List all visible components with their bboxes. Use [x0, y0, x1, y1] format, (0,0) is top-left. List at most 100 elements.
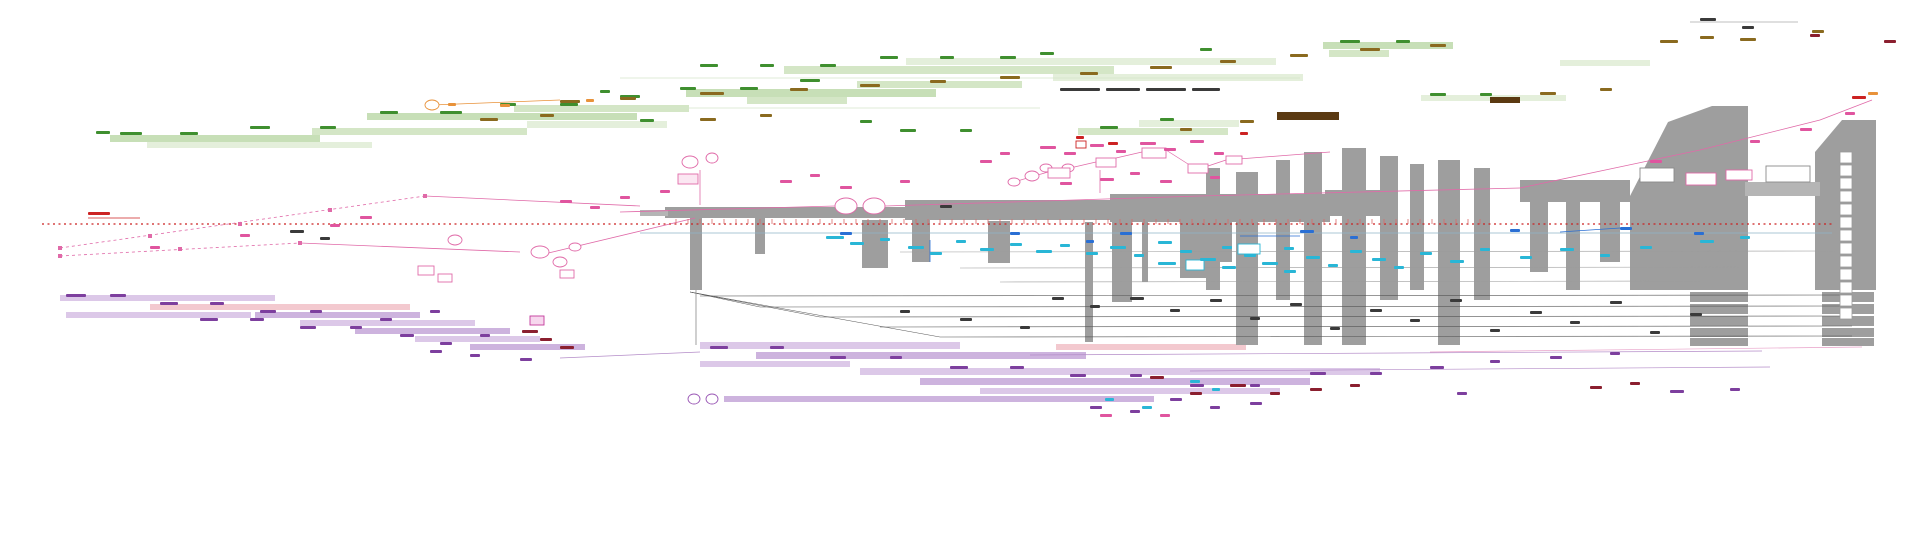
text-mark-o [1290, 54, 1308, 57]
node-box [1225, 155, 1243, 165]
node-box [1237, 243, 1261, 255]
text-mark-c [1640, 246, 1652, 249]
text-mark-g [700, 64, 718, 67]
text-mark-u [1190, 384, 1204, 387]
text-mark-o [790, 88, 808, 91]
text-mark-u [1090, 406, 1102, 409]
text-mark-c [956, 240, 966, 243]
side-stack-box-1[interactable] [1839, 164, 1853, 177]
connector-line [1519, 149, 1701, 189]
text-mark-o [930, 80, 946, 83]
gray-structure [1690, 316, 1748, 326]
side-stack-box-2[interactable] [1839, 177, 1853, 190]
text-mark-k [960, 318, 972, 321]
text-mark-k [1210, 299, 1222, 302]
side-stack-box-0[interactable] [1839, 151, 1853, 164]
connector-line [939, 335, 1853, 338]
text-mark-u [1130, 410, 1140, 413]
text-mark-u [1010, 366, 1024, 369]
text-mark-m [540, 338, 552, 341]
gray-structure [1474, 168, 1490, 300]
text-mark-r [88, 212, 110, 215]
side-stack-box-12[interactable] [1839, 307, 1853, 320]
text-mark-k [1052, 297, 1064, 300]
green-band [686, 89, 936, 97]
text-mark-g [680, 87, 696, 90]
connector-line [1225, 151, 1331, 161]
text-mark-c [1200, 258, 1216, 261]
text-mark-u [890, 356, 902, 359]
side-stack-box-9[interactable] [1839, 268, 1853, 281]
purple-band [470, 344, 585, 350]
connector-line [299, 242, 521, 253]
side-stack-box-3[interactable] [1839, 190, 1853, 203]
text-mark-u [470, 354, 480, 357]
text-mark-u [1170, 398, 1182, 401]
connector-line [689, 291, 821, 318]
text-mark-k [1490, 329, 1500, 332]
purple-band [700, 342, 960, 349]
side-stack-box-6[interactable] [1839, 229, 1853, 242]
text-mark-u [1070, 374, 1086, 377]
text-mark-p [1116, 150, 1126, 153]
text-mark-c [1212, 388, 1220, 391]
text-mark-k [1570, 321, 1580, 324]
text-mark-o [1540, 92, 1556, 95]
gray-structure [1600, 202, 1620, 262]
text-mark-c [1328, 264, 1338, 267]
text-mark-c [1190, 380, 1200, 383]
side-stack-box-5[interactable] [1839, 216, 1853, 229]
text-mark-g [1396, 40, 1410, 43]
text-mark-o [1740, 38, 1756, 41]
text-mark-c [1244, 254, 1256, 257]
text-mark-c [1142, 406, 1152, 409]
node-box [1765, 165, 1811, 183]
text-mark-u [520, 358, 532, 361]
node-box [559, 269, 575, 279]
connector-line [59, 195, 426, 249]
connector-line [1819, 99, 1873, 121]
text-mark-g [180, 132, 198, 135]
text-mark-g [1100, 126, 1118, 129]
connector-line [1199, 187, 1521, 197]
gray-structure [1438, 160, 1460, 345]
connector-line [689, 291, 761, 308]
connector-line [899, 250, 1837, 253]
green-band [367, 113, 637, 120]
node-square [238, 222, 242, 226]
text-mark-c [850, 242, 864, 245]
text-mark-k [1060, 88, 1100, 91]
text-mark-k [1742, 26, 1754, 29]
connector-line [689, 291, 941, 338]
purple-band [255, 312, 420, 318]
text-mark-p [1064, 152, 1076, 155]
purple-band [724, 396, 1154, 402]
text-mark-p [1100, 178, 1114, 181]
text-mark-c [1394, 266, 1404, 269]
text-mark-k [1330, 327, 1340, 330]
text-mark-g [800, 79, 820, 82]
side-stack-box-4[interactable] [1839, 203, 1853, 216]
side-stack-box-8[interactable] [1839, 255, 1853, 268]
text-mark-g [1200, 48, 1212, 51]
text-mark-c [880, 238, 890, 241]
connector-line [1699, 119, 1821, 151]
text-mark-k [1610, 301, 1622, 304]
side-stack-box-10[interactable] [1839, 281, 1853, 294]
text-mark-c [1480, 248, 1490, 251]
side-stack-box-11[interactable] [1839, 294, 1853, 307]
text-mark-g [900, 129, 916, 132]
text-mark-c [1700, 240, 1714, 243]
gray-structure [1276, 160, 1290, 300]
node-circle [1024, 170, 1040, 182]
text-mark-o [1600, 88, 1612, 91]
text-mark-o [1430, 44, 1446, 47]
connector-line [1029, 350, 1763, 356]
text-mark-m [522, 330, 538, 333]
connector-line [699, 294, 1853, 297]
green-band [1560, 60, 1650, 66]
text-mark-p [1040, 146, 1056, 149]
side-stack-box-7[interactable] [1839, 242, 1853, 255]
node-circle [705, 393, 719, 405]
text-mark-p [1160, 180, 1172, 183]
